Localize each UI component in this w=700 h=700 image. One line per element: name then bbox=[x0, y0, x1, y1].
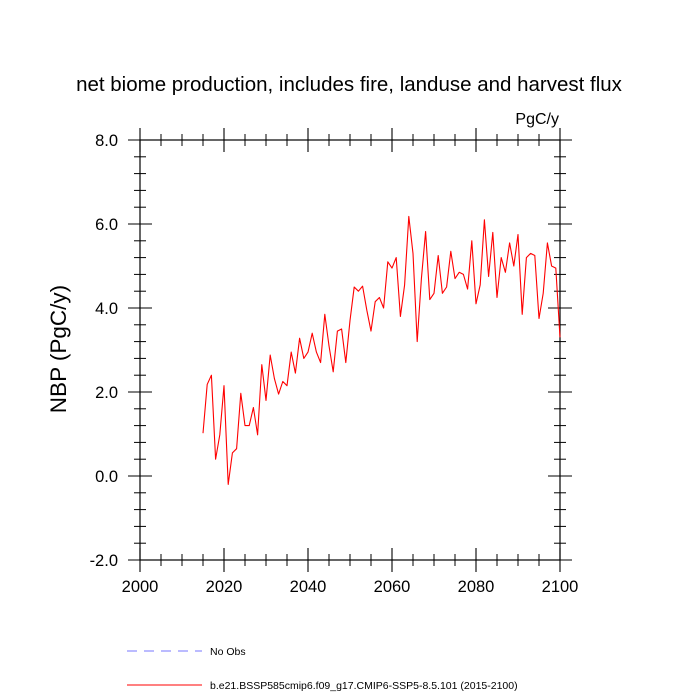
y-axis-label: NBP (PgC/y) bbox=[46, 285, 71, 413]
legend-label-model-run: b.e21.BSSP585cmip6.f09_g17.CMIP6-SSP5-8.… bbox=[210, 680, 518, 692]
plot-area bbox=[139, 139, 561, 561]
y-tick-label: -2.0 bbox=[90, 552, 118, 570]
y-tick-label: 4.0 bbox=[95, 300, 118, 318]
y-tick-labels: -2.0 0.0 2.0 4.0 6.0 8.0 bbox=[90, 132, 118, 570]
y-tick-label: 6.0 bbox=[95, 216, 118, 234]
major-ticks bbox=[128, 128, 572, 572]
y-tick-label: 0.0 bbox=[95, 468, 118, 486]
minor-ticks bbox=[134, 134, 566, 566]
x-tick-label: 2000 bbox=[122, 578, 159, 596]
units-label: PgC/y bbox=[515, 111, 559, 128]
legend: No Obs b.e21.BSSP585cmip6.f09_g17.CMIP6-… bbox=[127, 646, 518, 692]
plot-frame bbox=[139, 139, 561, 561]
chart-title: net biome production, includes fire, lan… bbox=[76, 73, 623, 96]
x-tick-label: 2100 bbox=[542, 578, 579, 596]
x-tick-labels: 2000 2020 2040 2060 2080 2100 bbox=[122, 578, 579, 596]
y-tick-label: 2.0 bbox=[95, 384, 118, 402]
legend-label-no-obs: No Obs bbox=[210, 646, 246, 658]
y-tick-label: 8.0 bbox=[95, 132, 118, 150]
x-tick-label: 2040 bbox=[290, 578, 327, 596]
x-tick-label: 2080 bbox=[458, 578, 495, 596]
series-line-model-run bbox=[202, 215, 561, 485]
x-tick-label: 2060 bbox=[374, 578, 411, 596]
series-layer bbox=[202, 215, 561, 485]
x-tick-label: 2020 bbox=[206, 578, 243, 596]
